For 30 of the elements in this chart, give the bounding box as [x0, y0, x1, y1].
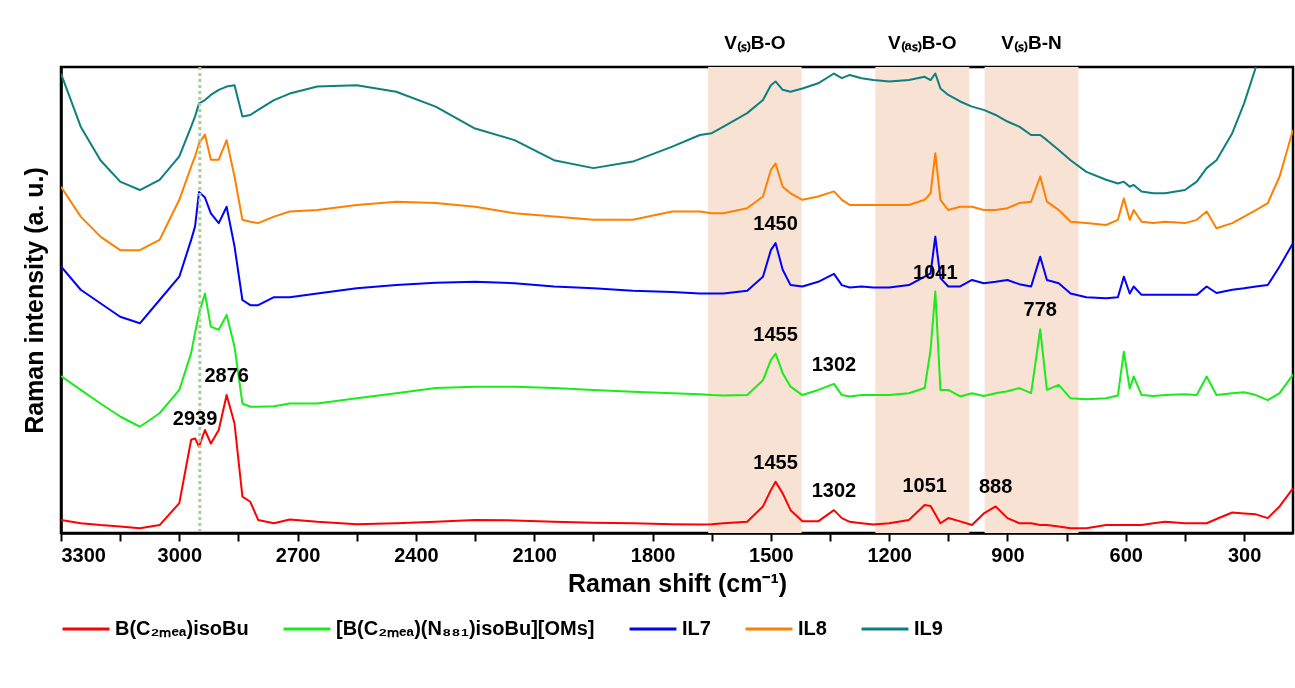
- band-label: V₍ₛ₎B-O: [724, 32, 786, 53]
- annotation: 1302: [811, 479, 857, 502]
- x-axis-title: Raman shift (cm⁻¹): [567, 568, 788, 597]
- legend-label: [B(C₂ₘₑₐ)(N₈₈₁)isoBu][OMs]: [336, 617, 595, 639]
- x-tick-label: 900: [991, 543, 1025, 566]
- x-tick-label: 3300: [61, 543, 106, 566]
- legend-label: B(C₂ₘₑₐ)isoBu: [115, 617, 249, 639]
- x-tick-label: 1800: [630, 543, 676, 566]
- annotation: 1450: [753, 212, 798, 235]
- x-tick-label: 2700: [275, 543, 321, 566]
- annotation: 1455: [753, 322, 798, 345]
- y-axis-title: Raman intensity (a. u.): [19, 167, 48, 434]
- x-tick-label: 2100: [512, 543, 557, 566]
- annotation: 1455: [753, 450, 798, 473]
- x-tick-label: 600: [1109, 543, 1143, 566]
- band-label: V₍ₐₛ₎B-O: [887, 32, 957, 53]
- x-tick-label: 3000: [157, 543, 203, 566]
- annotation: 1051: [902, 474, 947, 497]
- annotation: 1302: [811, 352, 857, 375]
- x-tick-label: 1200: [867, 543, 912, 566]
- legend-label: IL7: [682, 617, 711, 639]
- legend-label: IL9: [914, 617, 943, 639]
- x-tick-label: 1500: [749, 543, 794, 566]
- annotation: 2939: [172, 407, 218, 430]
- band-label: V₍ₛ₎B-N: [1001, 32, 1062, 53]
- annotation: 778: [1023, 298, 1057, 321]
- annotation: 888: [978, 475, 1013, 498]
- x-tick-label: 300: [1227, 543, 1262, 566]
- x-tick-label: 2400: [394, 543, 439, 566]
- legend-label: IL8: [798, 617, 827, 639]
